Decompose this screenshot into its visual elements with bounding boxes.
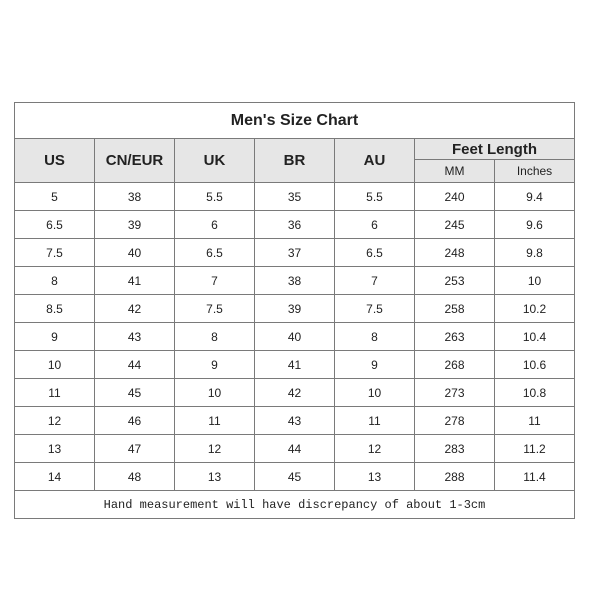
table-cell: 5.5 xyxy=(334,182,415,211)
footer-note: Hand measurement will have discrepancy o… xyxy=(14,490,575,519)
table-cell: 248 xyxy=(414,238,495,267)
table-cell: 9.6 xyxy=(494,210,575,239)
table-cell: 9.8 xyxy=(494,238,575,267)
column-header-uk: UK xyxy=(174,138,255,183)
table-cell: 12 xyxy=(14,406,95,435)
table-cell: 45 xyxy=(94,378,175,407)
table-cell: 11 xyxy=(334,406,415,435)
table-cell: 8 xyxy=(14,266,95,295)
table-cell: 13 xyxy=(334,462,415,491)
table-cell: 14 xyxy=(14,462,95,491)
table-cell: 11 xyxy=(494,406,575,435)
table-row: 8 41 7 38 7 253 10 xyxy=(14,266,575,295)
table-cell: 240 xyxy=(414,182,495,211)
size-chart-table: Men's Size Chart US CN/EUR UK BR AU Feet Leng… xyxy=(14,102,575,519)
table-cell: 8 xyxy=(334,322,415,351)
table-cell: 11 xyxy=(14,378,95,407)
table-cell: 268 xyxy=(414,350,495,379)
table-cell: 7 xyxy=(174,266,255,295)
table-cell: 6 xyxy=(334,210,415,239)
table-cell: 40 xyxy=(254,322,335,351)
table-row: 10 44 9 41 9 268 10.6 xyxy=(14,350,575,379)
table-cell: 47 xyxy=(94,434,175,463)
table-cell: 9 xyxy=(334,350,415,379)
table-cell: 41 xyxy=(94,266,175,295)
table-cell: 7.5 xyxy=(174,294,255,323)
table-row: 11 45 10 42 10 273 10.8 xyxy=(14,378,575,407)
table-cell: 48 xyxy=(94,462,175,491)
table-cell: 11 xyxy=(174,406,255,435)
table-cell: 13 xyxy=(14,434,95,463)
mm-header: MM xyxy=(414,159,495,183)
table-cell: 40 xyxy=(94,238,175,267)
table-cell: 8 xyxy=(174,322,255,351)
table-cell: 9.4 xyxy=(494,182,575,211)
table-cell: 12 xyxy=(334,434,415,463)
table-cell: 10 xyxy=(14,350,95,379)
table-cell: 45 xyxy=(254,462,335,491)
table-cell: 43 xyxy=(254,406,335,435)
table-row: 14 48 13 45 13 288 11.4 xyxy=(14,462,575,491)
table-cell: 6 xyxy=(174,210,255,239)
table-cell: 11.2 xyxy=(494,434,575,463)
table-cell: 253 xyxy=(414,266,495,295)
table-cell: 10 xyxy=(174,378,255,407)
table-cell: 12 xyxy=(174,434,255,463)
table-cell: 10.6 xyxy=(494,350,575,379)
table-cell: 42 xyxy=(254,378,335,407)
table-cell: 273 xyxy=(414,378,495,407)
table-row: 8.5 42 7.5 39 7.5 258 10.2 xyxy=(14,294,575,323)
table-cell: 43 xyxy=(94,322,175,351)
column-header-au: AU xyxy=(334,138,415,183)
table-row: 7.5 40 6.5 37 6.5 248 9.8 xyxy=(14,238,575,267)
table-cell: 42 xyxy=(94,294,175,323)
table-cell: 41 xyxy=(254,350,335,379)
table-cell: 288 xyxy=(414,462,495,491)
table-row: 13 47 12 44 12 283 11.2 xyxy=(14,434,575,463)
table-cell: 38 xyxy=(254,266,335,295)
chart-title: Men's Size Chart xyxy=(14,102,575,139)
table-cell: 9 xyxy=(174,350,255,379)
table-cell: 10 xyxy=(494,266,575,295)
table-cell: 263 xyxy=(414,322,495,351)
table-cell: 6.5 xyxy=(334,238,415,267)
table-cell: 6.5 xyxy=(14,210,95,239)
table-cell: 39 xyxy=(254,294,335,323)
table-cell: 10.2 xyxy=(494,294,575,323)
table-cell: 7.5 xyxy=(14,238,95,267)
table-row: 9 43 8 40 8 263 10.4 xyxy=(14,322,575,351)
table-cell: 38 xyxy=(94,182,175,211)
table-cell: 10 xyxy=(334,378,415,407)
table-row: 5 38 5.5 35 5.5 240 9.4 xyxy=(14,182,575,211)
table-cell: 37 xyxy=(254,238,335,267)
table-cell: 258 xyxy=(414,294,495,323)
table-cell: 44 xyxy=(254,434,335,463)
inches-header: Inches xyxy=(494,159,575,183)
table-cell: 245 xyxy=(414,210,495,239)
table-cell: 44 xyxy=(94,350,175,379)
table-cell: 35 xyxy=(254,182,335,211)
table-cell: 283 xyxy=(414,434,495,463)
column-header-br: BR xyxy=(254,138,335,183)
table-cell: 39 xyxy=(94,210,175,239)
feet-length-header: Feet Length xyxy=(414,138,575,160)
table-cell: 6.5 xyxy=(174,238,255,267)
table-cell: 13 xyxy=(174,462,255,491)
table-cell: 5.5 xyxy=(174,182,255,211)
column-header-us: US xyxy=(14,138,95,183)
table-cell: 10.4 xyxy=(494,322,575,351)
table-cell: 8.5 xyxy=(14,294,95,323)
table-row: 6.5 39 6 36 6 245 9.6 xyxy=(14,210,575,239)
table-cell: 10.8 xyxy=(494,378,575,407)
table-cell: 278 xyxy=(414,406,495,435)
table-cell: 36 xyxy=(254,210,335,239)
table-cell: 11.4 xyxy=(494,462,575,491)
column-header-cneur: CN/EUR xyxy=(94,138,175,183)
table-cell: 5 xyxy=(14,182,95,211)
table-cell: 9 xyxy=(14,322,95,351)
table-cell: 7.5 xyxy=(334,294,415,323)
table-row: 12 46 11 43 11 278 11 xyxy=(14,406,575,435)
table-cell: 7 xyxy=(334,266,415,295)
table-cell: 46 xyxy=(94,406,175,435)
